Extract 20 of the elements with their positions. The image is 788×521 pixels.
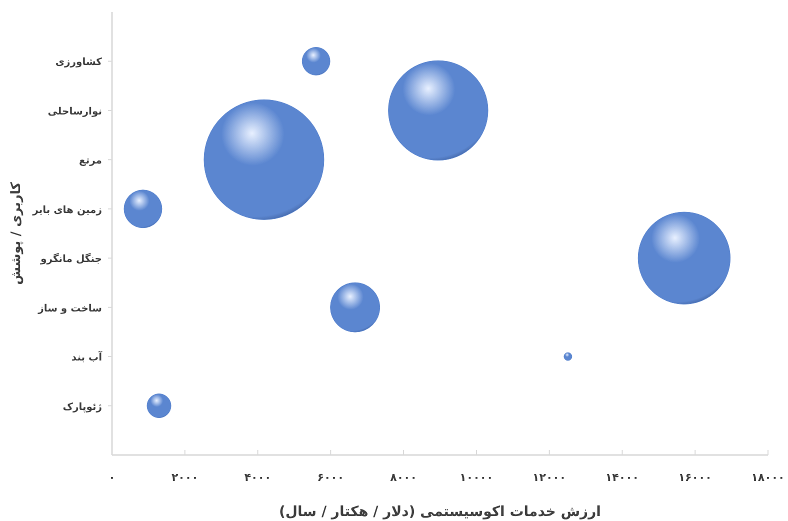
y-tick-label: کشاورزی [55, 57, 102, 68]
y-tick-label: ساخت و ساز [37, 303, 102, 314]
x-tick-label: ۶۰۰۰ [317, 471, 344, 484]
x-tick-label: ۴۰۰۰ [244, 471, 272, 484]
x-tick-label: ۰ [108, 471, 116, 484]
x-tick-label: ۲۰۰۰ [171, 471, 198, 484]
y-tick-label: ژئوپارک [62, 402, 102, 413]
y-tick-label: زمین های بایر [32, 204, 102, 216]
x-tick-label: ۸۰۰۰ [390, 471, 417, 484]
x-tick-label: ۱۲۰۰۰ [532, 471, 566, 484]
x-tick-label: ۱۸۰۰۰ [751, 471, 785, 484]
x-axis-title: ارزش خدمات اکوسیستمی (دلار / هکتار / سال) [279, 504, 601, 520]
y-tick-label: مرتع [79, 156, 102, 167]
x-tick-label: ۱۶۰۰۰ [678, 471, 712, 484]
y-tick-label: نوارساحلی [48, 106, 102, 118]
y-tick-label: جنگل مانگرو [40, 252, 102, 266]
y-axis-title: کاربری / پوشش [9, 182, 24, 285]
x-tick-label: ۱۰۰۰۰ [460, 471, 494, 484]
x-tick-label: ۱۴۰۰۰ [605, 471, 640, 484]
y-tick-label: آب بند [71, 350, 103, 364]
